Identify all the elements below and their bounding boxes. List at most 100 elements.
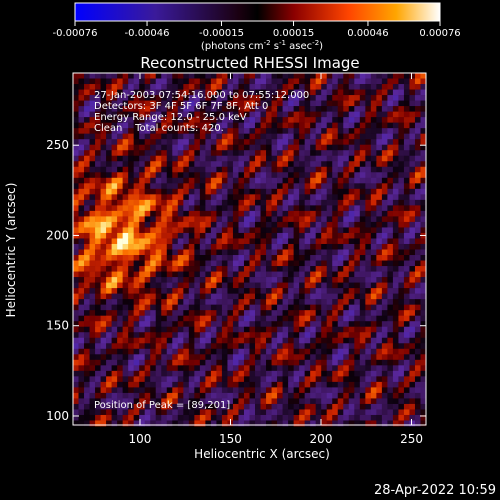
heatmap-cell xyxy=(277,299,283,305)
heatmap-cell xyxy=(144,139,151,146)
heatmap-cell xyxy=(420,365,427,372)
heatmap-cell xyxy=(221,403,228,410)
heatmap-cell xyxy=(111,150,118,157)
heatmap-cell xyxy=(387,354,394,361)
heatmap-cell xyxy=(343,282,350,289)
heatmap-cell xyxy=(95,343,101,350)
heatmap-cell xyxy=(343,95,350,101)
heatmap-cell xyxy=(310,403,316,410)
heatmap-cell xyxy=(150,387,157,394)
heatmap-cell xyxy=(260,210,267,217)
heatmap-cell xyxy=(249,359,256,366)
heatmap-cell xyxy=(133,144,140,151)
heatmap-cell xyxy=(348,403,355,410)
heatmap-cell xyxy=(337,332,344,339)
heatmap-cell xyxy=(128,122,134,129)
heatmap-cell xyxy=(387,376,394,383)
heatmap-cell xyxy=(128,227,134,234)
heatmap-cell xyxy=(409,310,416,316)
heatmap-cell xyxy=(321,414,328,421)
heatmap-cell xyxy=(194,232,201,239)
heatmap-cell xyxy=(354,221,361,228)
heatmap-cell xyxy=(205,73,212,79)
heatmap-cell xyxy=(409,73,416,79)
heatmap-cell xyxy=(332,78,339,85)
heatmap-cell xyxy=(271,365,278,372)
heatmap-cell xyxy=(183,161,190,168)
heatmap-cell xyxy=(260,299,267,305)
heatmap-cell xyxy=(337,73,344,79)
heatmap-cell xyxy=(128,150,134,157)
heatmap-cell xyxy=(232,271,239,278)
heatmap-cell xyxy=(155,89,162,96)
heatmap-cell xyxy=(122,161,129,168)
heatmap-cell xyxy=(166,210,173,217)
heatmap-cell xyxy=(227,387,234,394)
heatmap-cell xyxy=(420,78,427,85)
heatmap-cell xyxy=(321,315,328,322)
heatmap-cell xyxy=(315,139,322,146)
heatmap-cell xyxy=(84,304,90,311)
heatmap-cell xyxy=(150,315,157,322)
heatmap-cell xyxy=(177,133,184,140)
heatmap-cell xyxy=(348,365,355,372)
heatmap-cell xyxy=(133,321,140,328)
heatmap-cell xyxy=(420,243,427,250)
heatmap-cell xyxy=(260,243,267,250)
heatmap-cell xyxy=(348,255,355,261)
heatmap-cell xyxy=(172,277,179,283)
heatmap-cell xyxy=(403,188,410,195)
heatmap-cell xyxy=(409,326,416,333)
heatmap-cell xyxy=(326,155,333,162)
heatmap-cell xyxy=(172,398,179,405)
heatmap-cell xyxy=(84,106,90,112)
heatmap-cell xyxy=(326,321,333,328)
heatmap-cell xyxy=(95,128,101,134)
heatmap-cell xyxy=(89,133,96,140)
heatmap-cell xyxy=(106,282,112,289)
heatmap-cell xyxy=(343,78,350,85)
heatmap-cell xyxy=(144,392,151,399)
heatmap-cell xyxy=(392,365,399,372)
heatmap-cell xyxy=(150,221,157,228)
heatmap-cell xyxy=(381,227,388,234)
heatmap-cell xyxy=(232,354,239,361)
heatmap-cell xyxy=(122,238,129,245)
heatmap-cell xyxy=(106,199,112,206)
heatmap-cell xyxy=(199,106,206,112)
heatmap-cell xyxy=(89,293,96,300)
heatmap-cell xyxy=(266,376,272,383)
heatmap-cell xyxy=(299,78,305,85)
heatmap-cell xyxy=(155,128,162,134)
heatmap-cell xyxy=(293,277,300,283)
heatmap-cell xyxy=(249,221,256,228)
heatmap-cell xyxy=(210,128,217,134)
heatmap-cell xyxy=(221,354,228,361)
heatmap-cell xyxy=(106,381,112,388)
heatmap-cell xyxy=(73,139,79,146)
heatmap-cell xyxy=(210,150,217,157)
heatmap-cell xyxy=(73,321,79,328)
heatmap-cell xyxy=(188,304,195,311)
heatmap-cell xyxy=(238,321,245,328)
heatmap-cell xyxy=(387,144,394,151)
heatmap-cell xyxy=(89,117,96,123)
heatmap-cell xyxy=(221,326,228,333)
heatmap-cell xyxy=(210,348,217,355)
heatmap-cell xyxy=(205,122,212,129)
heatmap-cell xyxy=(243,354,250,361)
heatmap-cell xyxy=(403,232,410,239)
heatmap-cell xyxy=(409,271,416,278)
heatmap-cell xyxy=(128,100,134,107)
heatmap-cell xyxy=(271,266,278,272)
heatmap-cell xyxy=(282,232,289,239)
heatmap-cell xyxy=(194,315,201,322)
heatmap-cell xyxy=(403,370,410,377)
heatmap-cell xyxy=(188,84,195,90)
heatmap-cell xyxy=(299,414,305,421)
heatmap-cell xyxy=(282,161,289,168)
heatmap-cell xyxy=(414,321,421,328)
heatmap-cell xyxy=(354,238,361,245)
heatmap-cell xyxy=(177,266,184,272)
heatmap-cell xyxy=(155,392,162,399)
